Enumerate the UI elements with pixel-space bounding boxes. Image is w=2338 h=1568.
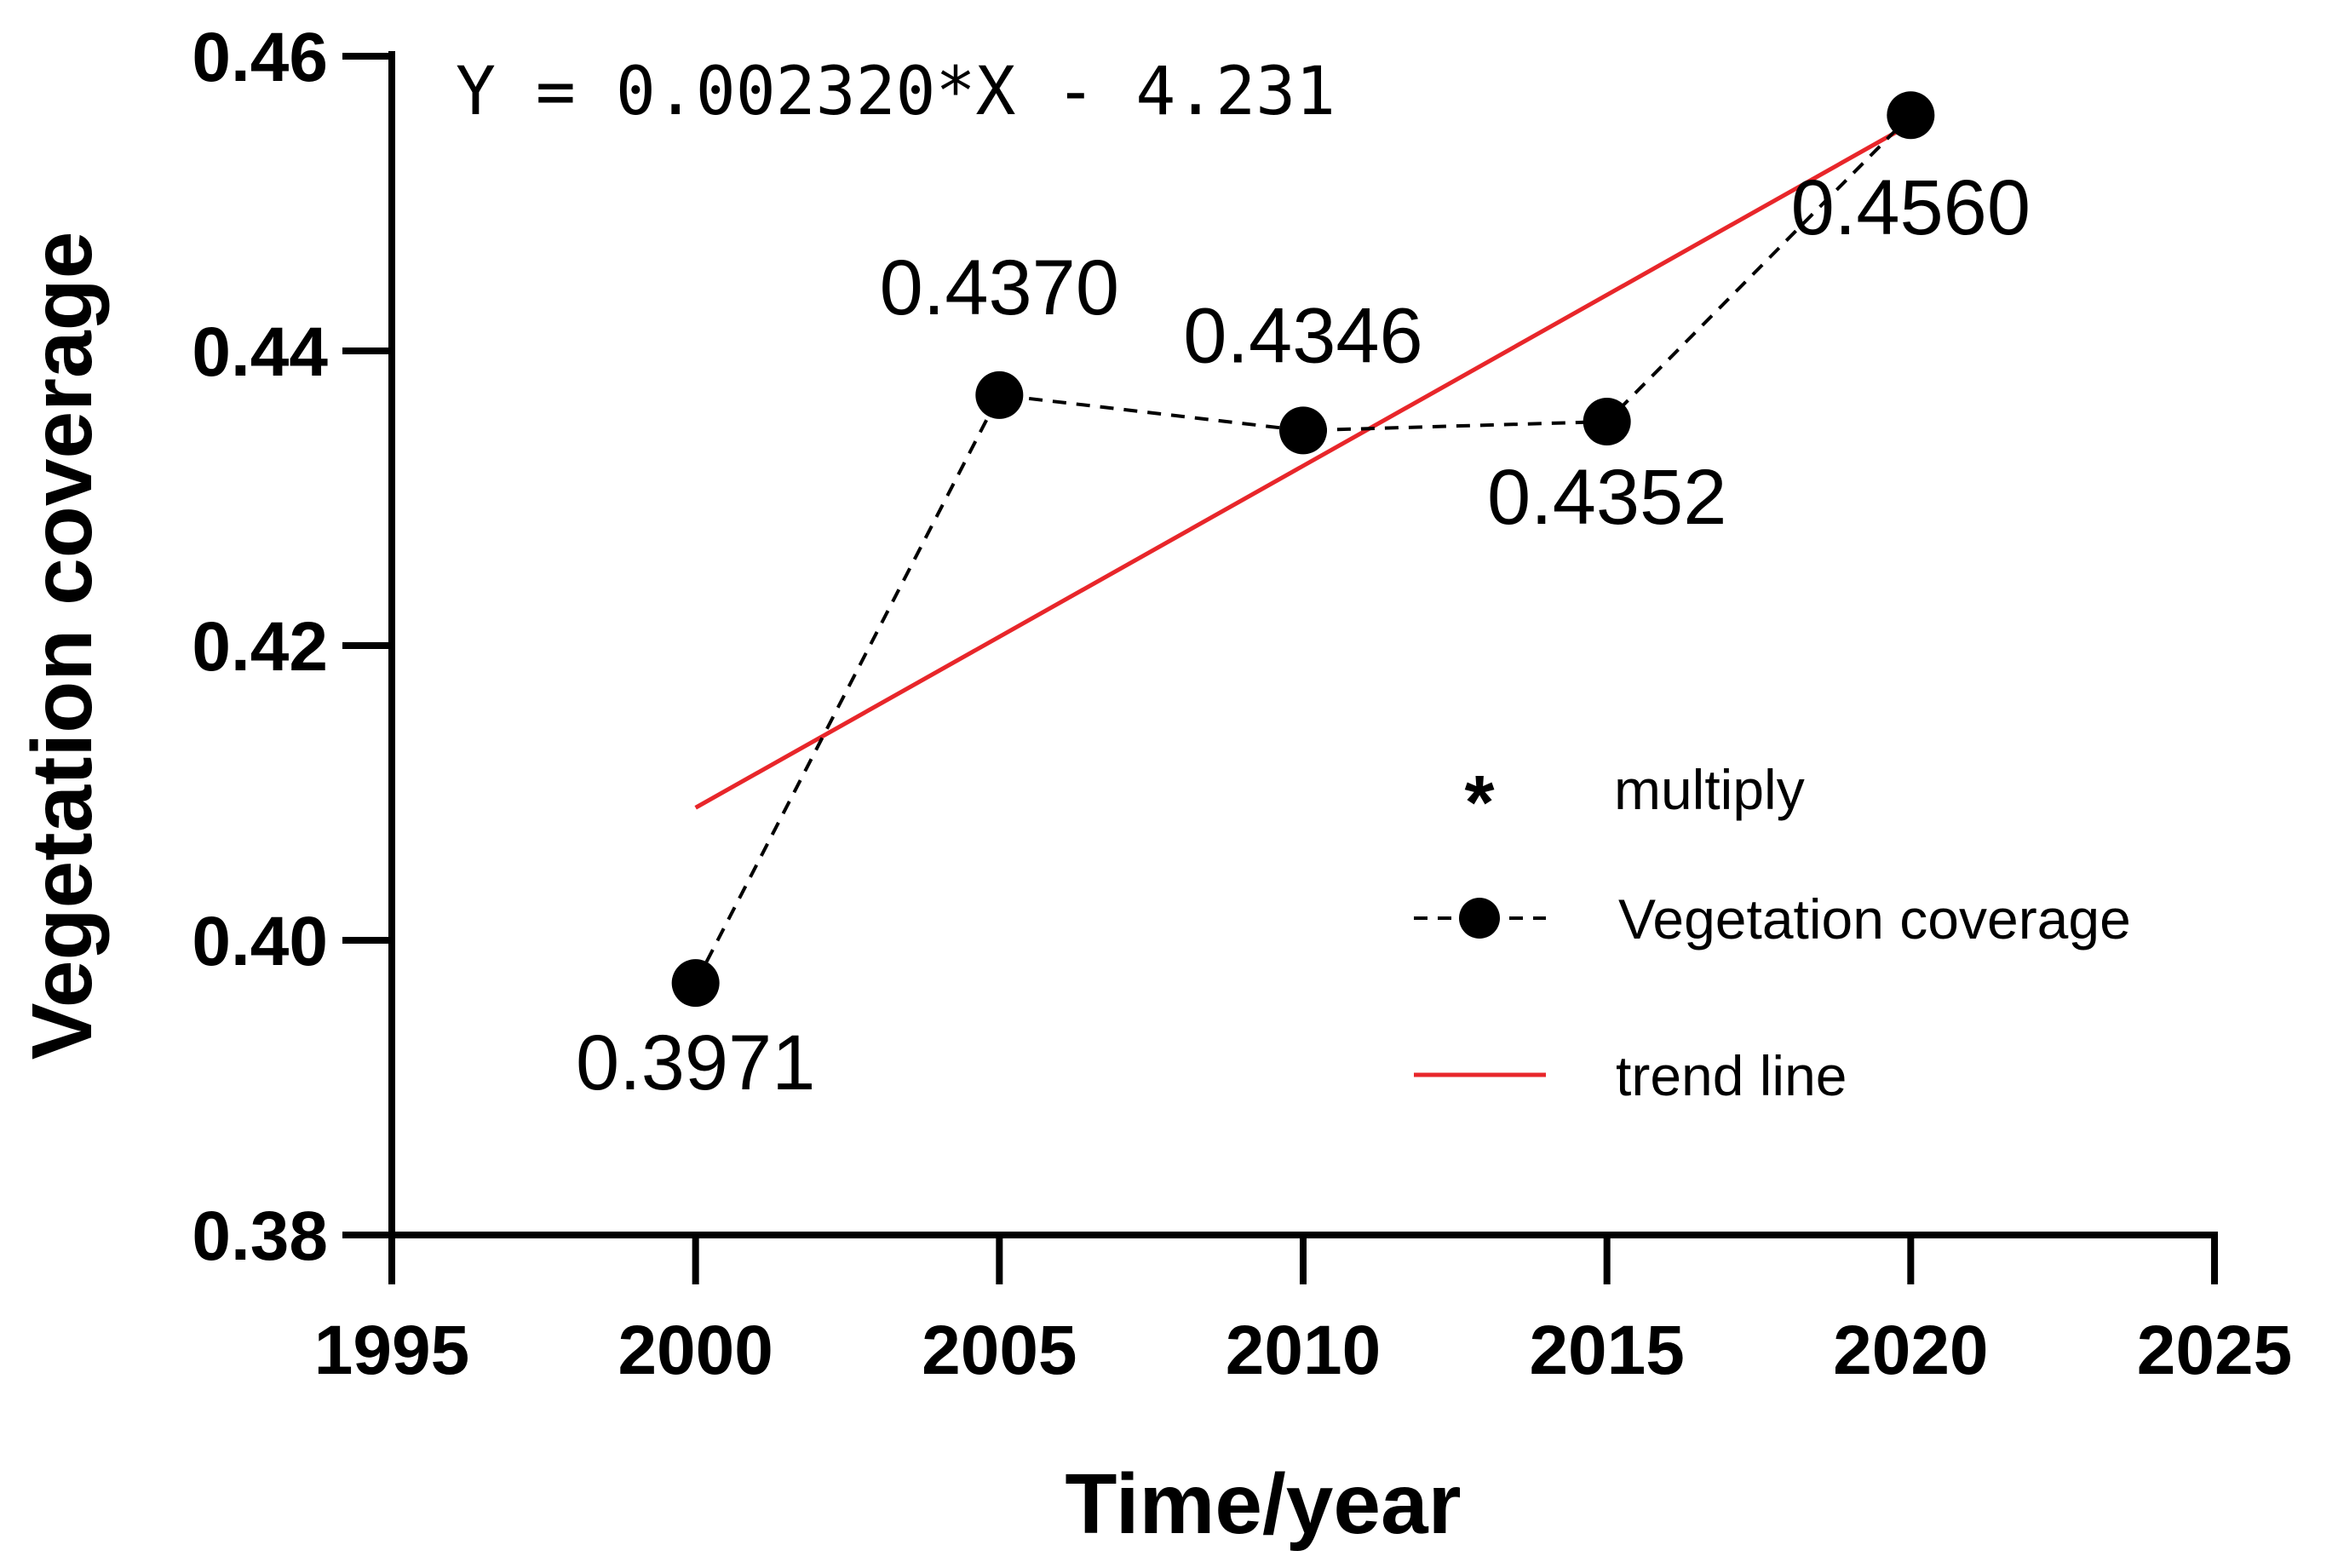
y-tick-label: 0.46 [192, 19, 328, 96]
y-tick-label: 0.38 [192, 1198, 328, 1275]
data-labels: 0.3971 0.4370 0.4346 0.4352 0.4560 [576, 164, 2031, 1106]
axes-layer: 0.38 0.40 0.42 0.44 0.46 1995 2000 2005 2010 2015… [192, 19, 2292, 1389]
data-label: 0.4352 [1487, 454, 1726, 541]
data-point [975, 370, 1024, 419]
x-tick-label: 2015 [1529, 1312, 1684, 1389]
x-tick-label: 2020 [1833, 1312, 1988, 1389]
legend-trend-line-label: trend line [1616, 1044, 1847, 1107]
legend-multiply-symbol: * [1464, 761, 1494, 846]
x-tick-label: 2005 [922, 1312, 1077, 1389]
legend-circle-marker [1459, 898, 1500, 939]
legend-multiply-label: multiply [1614, 758, 1805, 821]
x-axis-title: Time/year [1065, 1456, 1461, 1552]
data-label: 0.3971 [576, 1019, 815, 1106]
x-tick-label: 2000 [618, 1312, 773, 1389]
legend-vegetation-coverage-label: Vegetation coverage [1618, 887, 2131, 951]
data-label: 0.4370 [880, 244, 1119, 331]
data-point [671, 959, 720, 1008]
x-tick-label: 2025 [2137, 1312, 2292, 1389]
y-tick-label: 0.42 [192, 608, 328, 686]
y-tick-label: 0.44 [192, 313, 328, 391]
data-points [671, 91, 1935, 1008]
data-point [1887, 91, 1935, 140]
x-tick-label: 2010 [1226, 1312, 1381, 1389]
trend-line [694, 122, 1912, 810]
legend: * multiply Vegetation coverage trend lin… [1414, 758, 2131, 1107]
y-axis-title: Vegetation coverage [14, 232, 110, 1060]
data-point [1583, 398, 1631, 446]
x-tick-label: 1995 [314, 1312, 469, 1389]
data-label: 0.4560 [1791, 164, 2031, 251]
vegetation-coverage-line [693, 113, 1912, 985]
data-label: 0.4346 [1183, 292, 1422, 379]
regression-equation: Y = 0.002320*X - 4.231 [456, 54, 1336, 130]
data-point [1279, 406, 1327, 455]
y-tick-label: 0.40 [192, 903, 328, 980]
